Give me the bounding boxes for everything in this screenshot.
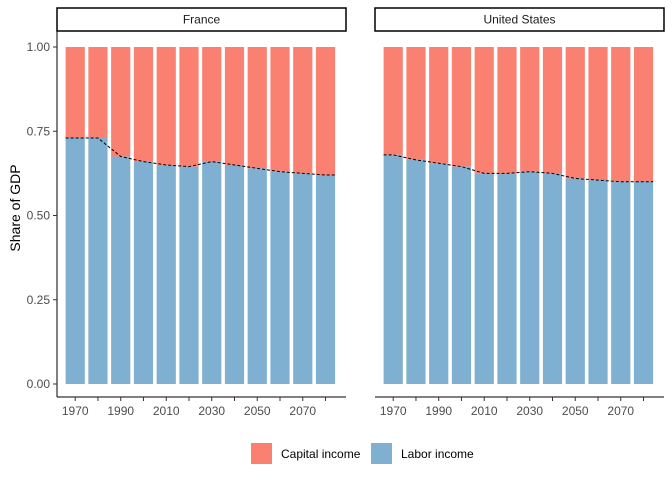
y-tick-label: 0.50	[27, 209, 51, 223]
bar-labor-income	[588, 180, 608, 384]
bar-capital-income	[202, 47, 222, 162]
bar-capital-income	[633, 47, 654, 182]
facet-strip	[374, 7, 665, 32]
facet-france: France 1970 1990 2010 2030 2050 2070 0.00 0.25 0.…	[27, 7, 347, 418]
bar-capital-income	[224, 47, 245, 165]
bar-labor-income	[611, 181, 631, 384]
x-tick-label: 2050	[562, 404, 589, 418]
bar-capital-income	[451, 47, 472, 167]
y-axis-title: Share of GDP	[7, 164, 23, 251]
facet-panels: France 1970 1990 2010 2030 2050 2070 0.00 0.25 0.…	[27, 7, 665, 418]
bar-labor-income	[315, 175, 336, 384]
bar-labor-income	[520, 171, 540, 384]
labor-share-line	[383, 154, 654, 183]
bar-capital-income	[406, 47, 426, 160]
bar-labor-income	[565, 178, 585, 384]
x-tick-label: 1970	[380, 404, 407, 418]
x-tick-label: 2030	[198, 404, 225, 418]
legend: Capital income Labor income	[251, 443, 474, 464]
x-tick-label: 2070	[607, 404, 634, 418]
bar-capital-income	[611, 47, 631, 182]
bar-capital-income	[520, 47, 540, 172]
bar-labor-income	[202, 161, 222, 384]
bar-capital-income	[315, 47, 336, 176]
bar-capital-income	[383, 47, 403, 155]
facet-united-states: United States 1970 1990 2010 2030 2050 2070	[374, 7, 665, 418]
bar-labor-income	[156, 164, 176, 384]
x-tick-label: 1990	[425, 404, 452, 418]
bar-capital-income	[565, 47, 585, 179]
bar-labor-income	[293, 173, 313, 384]
y-tick-label: 0.75	[27, 124, 51, 138]
x-tick-label: 2030	[516, 404, 543, 418]
legend-item-capital-income: Capital income	[251, 443, 361, 464]
bar-labor-income	[270, 171, 290, 384]
legend-label: Capital income	[281, 447, 361, 461]
legend-label: Labor income	[401, 447, 474, 461]
bar-capital-income	[474, 47, 494, 174]
bar-capital-income	[429, 47, 449, 164]
labor-share-line	[65, 137, 336, 176]
x-tick-label: 2010	[153, 404, 180, 418]
y-tick-label: 0.25	[27, 293, 51, 307]
facet-strip	[56, 7, 347, 32]
bar-labor-income	[224, 164, 245, 384]
x-tick-label: 1990	[107, 404, 134, 418]
bar-labor-income	[406, 159, 426, 384]
y-tick-label: 1.00	[27, 40, 51, 54]
bar-labor-income	[247, 168, 267, 384]
bar-labor-income	[179, 166, 199, 384]
facet-title: France	[183, 13, 221, 27]
x-tick-label: 1970	[62, 404, 89, 418]
y-tick-label: 0.00	[27, 377, 51, 391]
bar-labor-income	[542, 173, 563, 384]
bar-capital-income	[88, 47, 108, 138]
bar-capital-income	[497, 47, 517, 174]
x-tick-label: 2010	[471, 404, 498, 418]
bar-labor-income	[451, 166, 472, 384]
bar-labor-income	[65, 137, 85, 384]
bar-capital-income	[293, 47, 313, 174]
bar-capital-income	[247, 47, 267, 169]
legend-swatch	[371, 443, 392, 464]
bar-labor-income	[429, 163, 449, 384]
bar-labor-income	[133, 161, 154, 384]
bar-labor-income	[474, 173, 494, 384]
bar-labor-income	[497, 173, 517, 384]
bar-capital-income	[270, 47, 290, 172]
legend-swatch	[251, 443, 272, 464]
bar-labor-income	[383, 154, 403, 384]
legend-item-labor-income: Labor income	[371, 443, 474, 464]
bar-labor-income	[88, 137, 108, 384]
bar-labor-income	[633, 181, 654, 384]
bar-capital-income	[588, 47, 608, 181]
bar-capital-income	[65, 47, 85, 138]
bar-capital-income	[179, 47, 199, 167]
bar-capital-income	[133, 47, 154, 162]
bar-labor-income	[111, 156, 131, 384]
bar-capital-income	[111, 47, 131, 157]
x-tick-label: 2070	[289, 404, 316, 418]
facet-title: United States	[483, 13, 555, 27]
bar-capital-income	[542, 47, 563, 174]
x-tick-label: 2050	[244, 404, 271, 418]
bar-capital-income	[156, 47, 176, 165]
